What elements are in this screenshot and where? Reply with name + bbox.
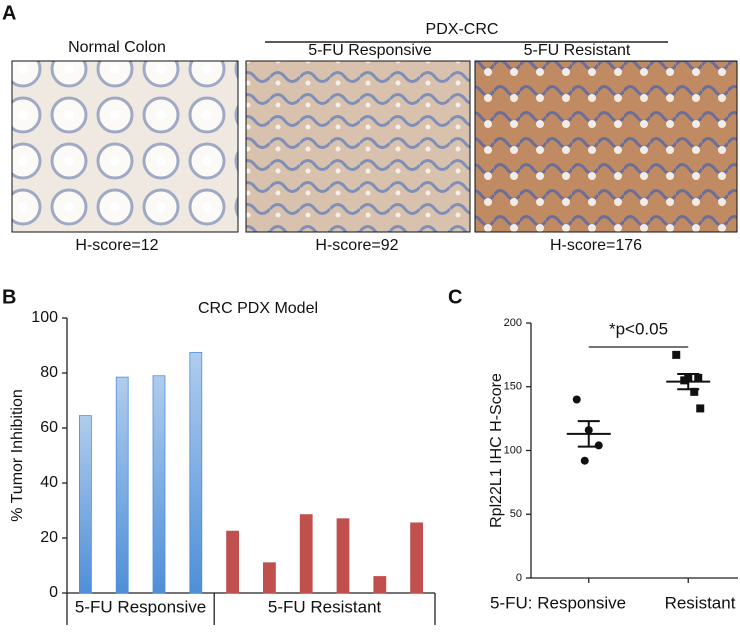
image-title: 5-FU Resistant bbox=[524, 42, 631, 59]
bar bbox=[410, 522, 424, 594]
bar bbox=[262, 562, 276, 594]
y-tick-label: 200 bbox=[504, 317, 522, 329]
y-tick-label: 100 bbox=[504, 444, 522, 456]
data-point bbox=[572, 395, 581, 404]
x-tick-label: 5-FU: Responsive bbox=[490, 593, 626, 612]
bar bbox=[115, 376, 129, 594]
y-axis-label: % Tumor Inhibition bbox=[9, 389, 26, 522]
h-score: H-score=176 bbox=[550, 237, 642, 254]
x-tick-label: Resistant bbox=[665, 593, 736, 612]
bar bbox=[373, 576, 387, 594]
bar bbox=[299, 514, 313, 594]
y-tick-label: 40 bbox=[40, 474, 58, 491]
group-label: 5-FU Responsive bbox=[75, 597, 206, 616]
y-tick-label: 0 bbox=[49, 584, 58, 601]
y-axis-label: Rpl22L1 IHC H-Score bbox=[488, 373, 505, 528]
panel-label: C bbox=[448, 286, 462, 308]
significance-label: *p<0.05 bbox=[609, 319, 668, 338]
data-point bbox=[672, 350, 681, 359]
data-point bbox=[690, 387, 699, 396]
bar bbox=[336, 518, 350, 594]
panel-label: B bbox=[2, 286, 16, 308]
group-label: 5-FU Resistant bbox=[268, 597, 382, 616]
data-point bbox=[696, 404, 705, 413]
chart-title: CRC PDX Model bbox=[198, 300, 318, 317]
image-title: Normal Colon bbox=[68, 39, 166, 56]
y-tick-label: 0 bbox=[516, 572, 522, 584]
data-point bbox=[680, 376, 689, 385]
group-title: PDX-CRC bbox=[426, 21, 499, 38]
y-tick-label: 20 bbox=[40, 529, 58, 546]
data-point bbox=[594, 441, 603, 450]
h-score: H-score=12 bbox=[75, 237, 158, 254]
ihc-image bbox=[11, 60, 239, 233]
y-tick-label: 150 bbox=[504, 381, 522, 393]
ihc-image bbox=[474, 60, 738, 233]
data-point bbox=[580, 456, 589, 465]
panel-label: A bbox=[2, 2, 16, 24]
bar bbox=[189, 351, 203, 594]
ihc-image bbox=[245, 60, 471, 233]
bar bbox=[226, 530, 240, 594]
image-title: 5-FU Responsive bbox=[308, 42, 432, 59]
data-point bbox=[694, 373, 703, 382]
h-score: H-score=92 bbox=[315, 237, 398, 254]
y-tick-label: 60 bbox=[40, 419, 58, 436]
bar bbox=[152, 375, 166, 594]
bar bbox=[79, 415, 92, 594]
y-tick-label: 80 bbox=[40, 364, 58, 381]
y-tick-label: 50 bbox=[510, 508, 522, 520]
y-tick-label: 100 bbox=[31, 309, 58, 326]
